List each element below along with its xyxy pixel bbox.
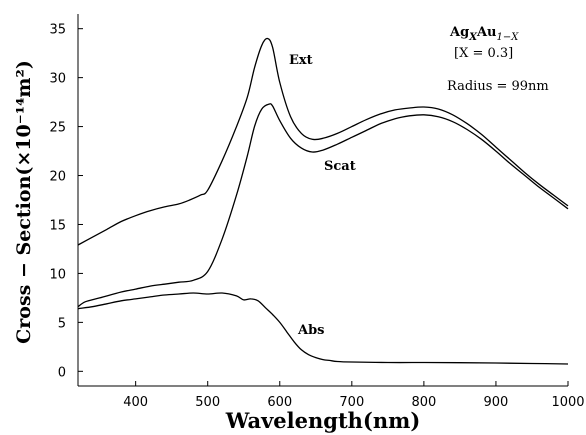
y-tick-label: 35 — [49, 23, 66, 38]
y-tick-label: 0 — [58, 365, 66, 380]
x-tick-label: 800 — [411, 395, 436, 410]
y-tick-label: 30 — [49, 72, 66, 87]
y-tick-label: 20 — [49, 170, 66, 185]
y-tick-label: 5 — [58, 316, 66, 331]
radius-label: Radius = 99nm — [447, 79, 549, 94]
y-tick-label: 25 — [49, 121, 66, 136]
y-tick-label: 10 — [49, 267, 66, 282]
x-tick-label: 400 — [123, 395, 148, 410]
y-tick-label: 15 — [49, 218, 66, 233]
series-line-ext — [77, 37, 569, 246]
alloy-formula-sub2: 1−X — [497, 32, 520, 43]
x-axis-ticks: 400 500 600 700 800 900 1000 — [123, 381, 585, 410]
series-line-scat — [77, 103, 569, 308]
composition-label: [X = 0.3] — [454, 46, 513, 61]
alloy-formula: AgXAu1−X — [449, 25, 519, 43]
x-tick-label: 600 — [267, 395, 292, 410]
y-axis-title: Cross − Section(×10⁻¹⁴m²) — [13, 60, 35, 344]
x-axis-title: Wavelength(nm) — [225, 408, 421, 433]
x-tick-label: 500 — [195, 395, 220, 410]
plot-frame — [77, 14, 568, 387]
series-line-abs — [77, 292, 569, 365]
x-tick-label: 1000 — [551, 395, 584, 410]
alloy-formula-mid: Au — [476, 25, 497, 40]
alloy-formula-base: Ag — [449, 25, 469, 40]
series-label-abs: Abs — [297, 323, 325, 338]
x-tick-label: 700 — [339, 395, 364, 410]
series-lines — [77, 37, 569, 365]
x-tick-label: 900 — [484, 395, 509, 410]
series-label-scat: Scat — [324, 159, 356, 174]
y-axis-ticks: 0 5 10 15 20 25 30 35 — [49, 23, 83, 380]
alloy-formula-sub1: X — [468, 32, 478, 43]
series-label-ext: Ext — [289, 53, 313, 68]
